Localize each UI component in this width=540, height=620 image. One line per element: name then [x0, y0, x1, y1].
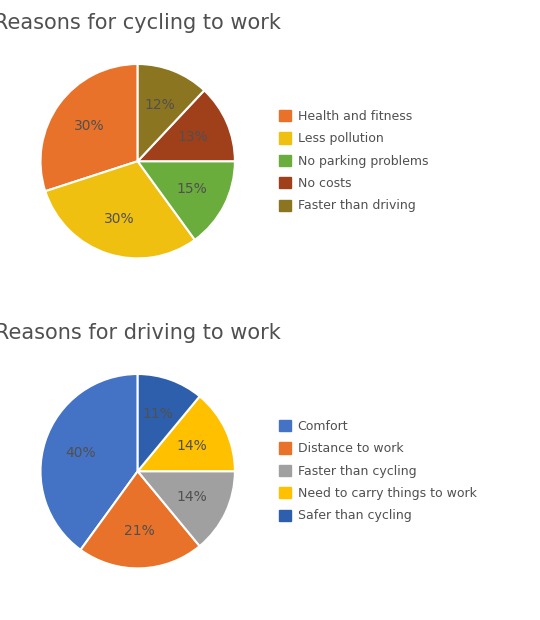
Text: 30%: 30% — [104, 211, 134, 226]
Legend: Health and fitness, Less pollution, No parking problems, No costs, Faster than d: Health and fitness, Less pollution, No p… — [276, 107, 430, 215]
Wedge shape — [138, 161, 235, 240]
Text: 12%: 12% — [145, 98, 176, 112]
Text: 14%: 14% — [177, 438, 207, 453]
Text: 14%: 14% — [177, 490, 207, 504]
Wedge shape — [80, 471, 200, 569]
Legend: Comfort, Distance to work, Faster than cycling, Need to carry things to work, Sa: Comfort, Distance to work, Faster than c… — [276, 417, 479, 525]
Text: 40%: 40% — [65, 446, 96, 459]
Text: 30%: 30% — [73, 119, 104, 133]
Title: Reasons for driving to work: Reasons for driving to work — [0, 322, 281, 343]
Wedge shape — [138, 396, 235, 471]
Wedge shape — [138, 64, 204, 161]
Wedge shape — [40, 374, 138, 550]
Text: 11%: 11% — [143, 407, 173, 422]
Text: 21%: 21% — [124, 525, 155, 538]
Text: 13%: 13% — [178, 130, 208, 144]
Text: 15%: 15% — [176, 182, 207, 195]
Wedge shape — [138, 471, 235, 546]
Title: Reasons for cycling to work: Reasons for cycling to work — [0, 12, 281, 33]
Wedge shape — [138, 374, 200, 471]
Wedge shape — [40, 64, 138, 191]
Wedge shape — [138, 91, 235, 161]
Wedge shape — [45, 161, 195, 259]
